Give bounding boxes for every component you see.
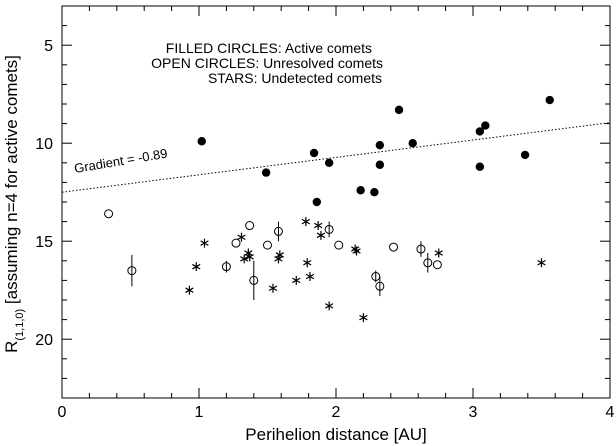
filled-circle-point [261, 168, 271, 177]
open-circle-point [263, 240, 272, 250]
star-point [537, 258, 546, 268]
open-circle-point [245, 221, 255, 231]
y-tick-label: 20 [35, 332, 53, 349]
legend-line-open: OPEN CIRCLES: Unresolved comets [151, 55, 383, 71]
y-tick-label: 15 [35, 234, 53, 251]
data-points [104, 95, 554, 323]
open-circle-point [231, 238, 241, 248]
open-circle-point [432, 260, 442, 270]
filled-circle-point [394, 105, 404, 115]
legend-desc-open: Unresolved comets [263, 55, 383, 71]
legend-key-filled: FILLED CIRCLES [166, 40, 278, 56]
axis-tick-labels: 0 1 2 3 4 5 10 15 20 [35, 38, 614, 421]
open-circle-point [416, 244, 426, 254]
star-point [274, 254, 283, 264]
x-tick-label: 2 [332, 404, 341, 421]
x-tick-label: 1 [195, 404, 204, 421]
legend-key-stars: STARS [208, 70, 254, 86]
star-point [185, 285, 194, 295]
star-point [324, 301, 334, 311]
filled-circle-point [475, 127, 485, 136]
open-circle-point [127, 266, 137, 276]
open-circle-point [273, 226, 283, 236]
filled-circle-point [370, 188, 379, 197]
legend-desc-stars: Undetected comets [261, 70, 382, 86]
y-axis-label: R(1,1,0) [assuming n=4 for active comets… [2, 55, 26, 353]
legend: FILLED CIRCLES: Active comets OPEN CIRCL… [151, 40, 383, 86]
filled-circle-point [375, 140, 385, 150]
filled-circle-point [408, 139, 417, 148]
legend-desc-filled: Active comets [285, 40, 372, 56]
legend-line-filled: FILLED CIRCLES: Active comets [166, 40, 372, 56]
filled-circle-point [481, 121, 490, 130]
star-point [268, 283, 278, 293]
star-point [301, 217, 311, 227]
y-axis-label-main: R [2, 341, 21, 353]
star-point [237, 232, 246, 242]
filled-circle-point [356, 186, 365, 195]
star-point [245, 252, 254, 262]
star-point [316, 230, 326, 240]
y-tick-label: 10 [35, 136, 53, 153]
filled-circle-point [197, 137, 206, 146]
x-axis-label: Perihelion distance [AU] [245, 425, 426, 444]
open-circle-point [249, 275, 259, 285]
open-circle-point [423, 258, 433, 268]
x-tick-label: 0 [58, 404, 67, 421]
x-tick-label: 3 [469, 404, 478, 421]
fit-line [61, 122, 611, 193]
star-point [292, 275, 301, 285]
filled-circle-point [309, 148, 319, 158]
star-point [303, 258, 312, 268]
star-point [434, 248, 443, 258]
star-point [352, 246, 361, 256]
open-circle-point [375, 281, 385, 291]
star-point [359, 313, 368, 323]
y-axis-label-sub: (1,1,0) [14, 309, 26, 341]
x-tick-label: 4 [606, 404, 615, 421]
legend-key-open: OPEN CIRCLES [151, 55, 255, 71]
axis-ticks [61, 5, 611, 399]
star-point [200, 238, 209, 248]
legend-line-stars: STARS: Undetected comets [208, 70, 382, 86]
filled-circle-point [475, 162, 485, 171]
filled-circle-point [324, 158, 334, 167]
star-point [240, 254, 249, 264]
y-axis-label-rest: [assuming n=4 for active comets] [2, 55, 21, 309]
filled-circle-point [375, 160, 385, 169]
open-circle-point [389, 242, 399, 252]
y-tick-label: 5 [44, 38, 53, 55]
open-circle-point [221, 262, 231, 272]
open-circle-point [104, 209, 114, 219]
filled-circle-point [312, 197, 322, 207]
filled-circle-point [545, 95, 554, 105]
filled-circle-point [520, 150, 530, 160]
open-circle-point [324, 224, 334, 234]
gradient-annotation: Gradient = -0.89 [73, 146, 168, 176]
star-point [313, 221, 323, 231]
open-circle-point [334, 240, 344, 250]
star-point [192, 262, 201, 272]
star-point [305, 271, 315, 281]
